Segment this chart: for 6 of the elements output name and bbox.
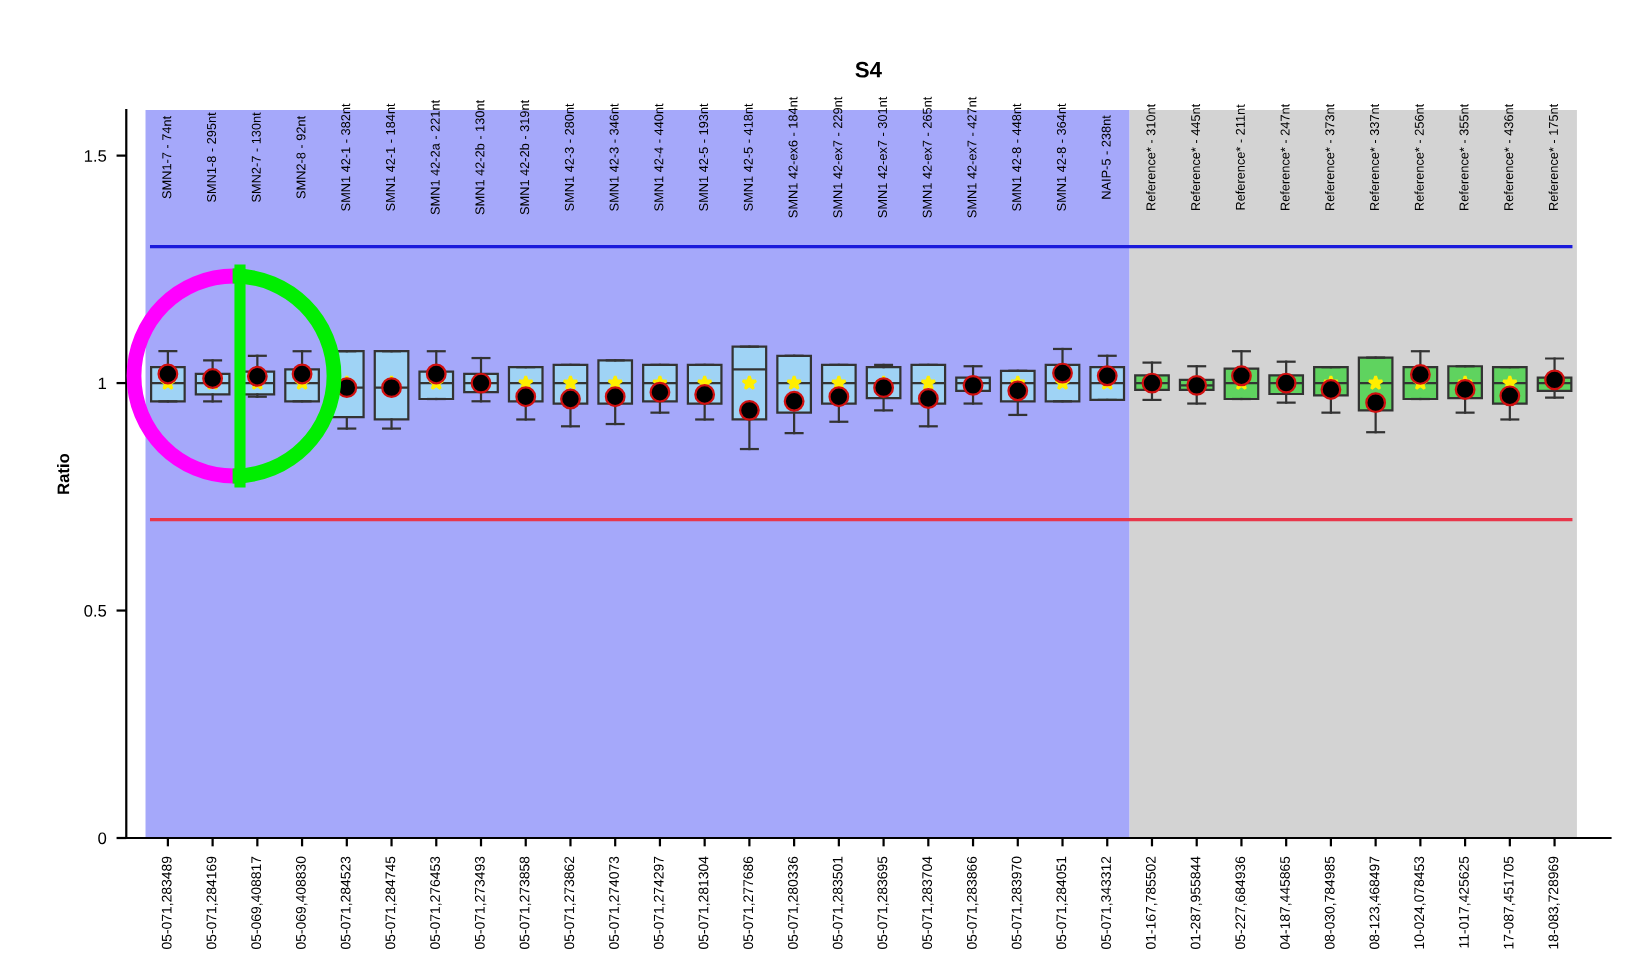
y-tick-label: 0.5 (84, 604, 107, 617)
y-tick-label: 1.5 (84, 150, 107, 162)
chart-title: S4 (855, 61, 882, 78)
y-tick-label: 1 (98, 377, 107, 390)
y-tick-label: 0 (98, 832, 107, 845)
y-axis-title: Ratio (57, 453, 70, 494)
